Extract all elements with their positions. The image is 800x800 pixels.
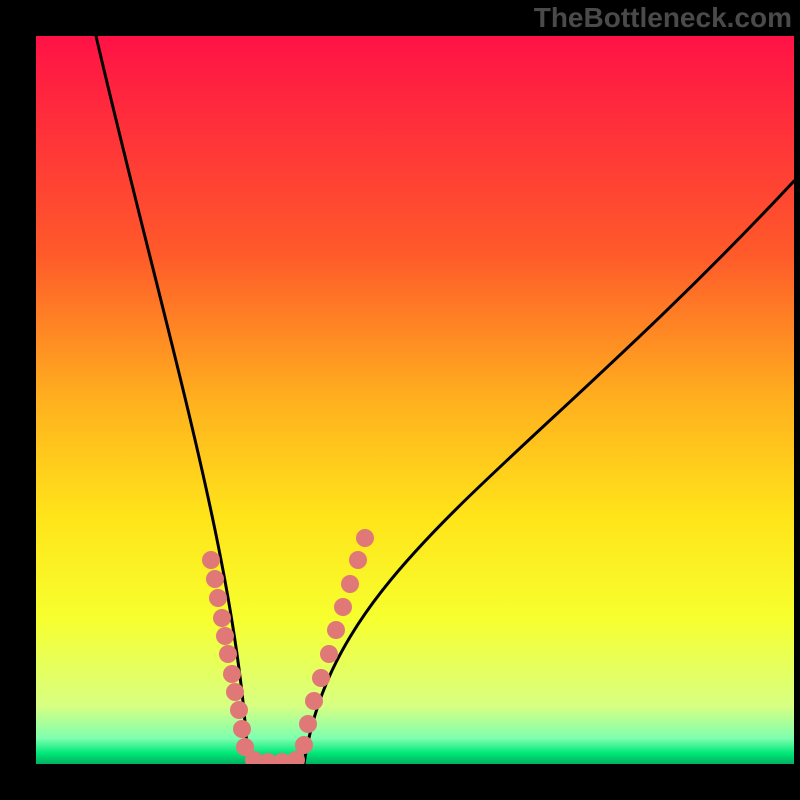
canvas: TheBottleneck.com [0,0,800,800]
plot-area [0,0,800,800]
gradient-background [36,36,794,764]
watermark-text: TheBottleneck.com [534,2,792,34]
